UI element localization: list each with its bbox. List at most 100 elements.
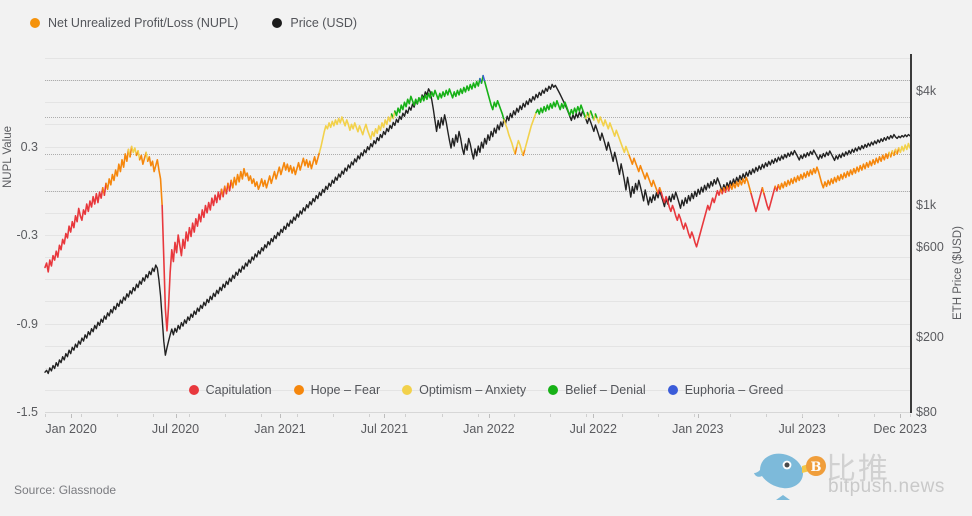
gridline <box>45 301 910 303</box>
x-axis-minor-tick <box>910 414 911 417</box>
svg-text:B: B <box>811 460 822 475</box>
series-line <box>44 83 911 375</box>
x-axis-minor-tick <box>621 414 623 417</box>
gridline <box>45 389 910 391</box>
gridline <box>45 235 910 236</box>
series-line <box>105 148 130 191</box>
y-axis-right-tick-label: $1k <box>916 197 937 212</box>
y-axis-right-tick-label: $200 <box>916 329 944 344</box>
x-axis-minor-tick <box>405 414 407 417</box>
series-line <box>516 139 525 157</box>
gridline <box>45 345 910 347</box>
x-axis-tick-label: Jan 2021 <box>254 422 306 436</box>
series-line <box>763 185 776 211</box>
gridline <box>45 168 910 170</box>
x-axis-minor-tick <box>765 414 767 417</box>
y-axis-right-line <box>910 54 912 413</box>
x-axis-tick-label: Dec 2023 <box>873 422 927 436</box>
series-line <box>514 145 518 155</box>
x-axis-minor-tick <box>801 414 803 417</box>
x-axis-minor-tick <box>657 414 659 417</box>
x-axis-tick-mark <box>900 414 902 418</box>
y-axis-left-tick-label: -0.3 <box>16 228 38 242</box>
y-axis-right-tick-label: $600 <box>916 239 944 254</box>
x-axis-line <box>45 412 910 413</box>
x-axis-minor-tick <box>153 414 155 417</box>
series-line <box>729 176 752 195</box>
x-axis-tick-label: Jan 2022 <box>463 422 515 436</box>
series-line <box>596 116 630 157</box>
y-axis-left-ticks: 0.3 -0.3 -0.9 -1.5 <box>0 58 38 420</box>
threshold-line <box>45 117 910 118</box>
gridline <box>45 257 910 259</box>
x-axis-minor-tick <box>45 414 46 417</box>
series-line <box>761 187 765 195</box>
legend-item-nupl: Net Unrealized Profit/Loss (NUPL) <box>30 16 238 30</box>
watermark-url-text: bitpush.news <box>828 476 945 497</box>
series-line <box>130 145 138 157</box>
x-axis-minor-tick <box>333 414 335 417</box>
series-line <box>777 151 890 191</box>
series-line <box>230 151 321 191</box>
y-axis-left-tick-label: -0.9 <box>16 316 38 331</box>
legend-dot-icon <box>272 18 283 28</box>
x-axis-tick-label: Jul 2021 <box>360 422 409 436</box>
y-axis-left-tick-label: -1.5 <box>16 405 38 419</box>
x-axis-minor-tick <box>117 414 119 417</box>
series-line <box>161 188 223 332</box>
x-axis-minor-tick <box>189 414 191 417</box>
series-line <box>524 111 537 151</box>
series-line <box>483 80 505 121</box>
x-axis-tick-label: Jul 2020 <box>151 422 200 436</box>
series-line <box>44 187 104 273</box>
gridline <box>45 212 910 214</box>
series-line <box>750 187 764 213</box>
x-axis-tick-label: Jul 2023 <box>778 422 826 436</box>
x-axis-minor-tick <box>874 414 875 417</box>
x-axis-minor-tick <box>225 414 227 417</box>
legend-label-nupl: Net Unrealized Profit/Loss (NUPL) <box>48 16 239 30</box>
legend-dot-icon <box>30 18 40 28</box>
gridline <box>45 367 910 369</box>
threshold-line <box>45 190 910 192</box>
y-axis-left-tick-label: 0.3 <box>20 139 38 154</box>
watermark: B 比推 bitpush.news <box>752 444 964 506</box>
y-axis-right-title: ETH Price ($USD) <box>952 226 964 320</box>
x-axis-minor-tick <box>477 414 479 417</box>
y-axis-right-ticks: $4k $1k $600 $200 $80 <box>916 58 966 419</box>
x-axis-tick-mark <box>175 414 177 418</box>
x-axis-minor-tick <box>369 414 371 417</box>
gridline <box>45 124 910 126</box>
source-caption: Source: Glassnode <box>14 483 117 497</box>
y-axis-right-tick-label: $80 <box>916 405 937 419</box>
x-axis-minor-tick <box>729 414 731 417</box>
watermark-cn-text: 比推 <box>826 452 890 487</box>
series-line <box>318 113 393 154</box>
x-axis-minor-tick <box>549 414 551 417</box>
x-axis-minor-tick <box>261 414 263 417</box>
x-axis-tick-mark <box>488 414 490 418</box>
x-axis-minor-tick <box>513 414 515 417</box>
gridline <box>45 58 910 59</box>
series-line <box>897 142 911 154</box>
series-line <box>394 77 481 117</box>
series-line <box>535 99 587 120</box>
legend-item-price: Price (USD) <box>272 16 357 30</box>
y-axis-right-tick-label: $4k <box>916 84 937 99</box>
plot-area <box>44 54 912 413</box>
x-axis-minor-tick <box>441 414 443 417</box>
series-line <box>522 148 526 157</box>
x-axis-minor-tick <box>585 414 587 417</box>
x-axis-tick-label: Jul 2022 <box>569 422 617 436</box>
x-axis-tick-mark <box>593 414 595 418</box>
legend-label-price: Price (USD) <box>290 16 358 30</box>
series-line <box>589 110 595 121</box>
top-legend: Net Unrealized Profit/Loss (NUPL) Price … <box>30 16 357 30</box>
gridline <box>45 279 910 281</box>
series-line <box>628 154 659 195</box>
x-axis-minor-tick <box>693 414 695 417</box>
gridline <box>45 102 910 104</box>
x-axis-tick-mark <box>384 414 386 418</box>
series-line <box>660 188 722 248</box>
